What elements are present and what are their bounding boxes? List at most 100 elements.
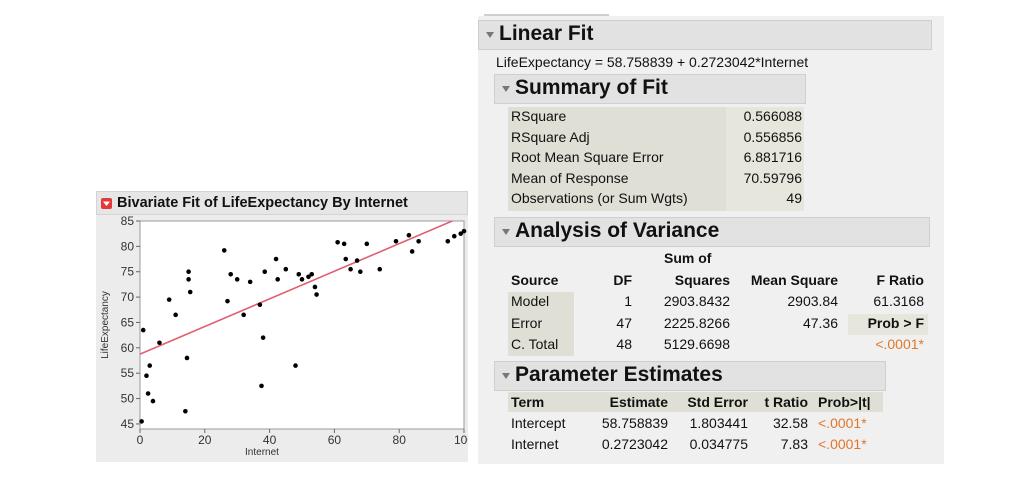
linear-fit-header[interactable]: Linear Fit [478, 20, 932, 50]
red-triangle-menu-icon[interactable] [101, 198, 112, 209]
data-point [335, 240, 340, 245]
y-tick-label: 85 [121, 215, 135, 228]
y-axis-label: LifeExpectancy [100, 291, 111, 359]
anova-cell-df: 47 [616, 314, 632, 331]
anova-cell-source: Error [511, 314, 543, 331]
data-point [312, 284, 318, 290]
data-point [354, 258, 360, 263]
data-point [299, 277, 305, 282]
anova-cell-ss: 2225.8266 [663, 314, 730, 331]
param-cell-estimate: 58.758839 [601, 415, 668, 431]
summary-label: Observations (or Sum Wgts) [511, 190, 688, 206]
disclosure-triangle-icon[interactable] [502, 86, 510, 92]
summary-value: 6.881716 [743, 149, 802, 165]
summary-of-fit-title: Summary of Fit [515, 76, 668, 99]
anova-cell-f: Prob > F [867, 314, 924, 331]
data-point [228, 271, 234, 277]
data-point [157, 340, 162, 346]
param-col-header: t Ratio [764, 394, 808, 410]
data-point [184, 355, 190, 361]
fit-line [140, 221, 455, 355]
summary-label: Root Mean Square Error [511, 149, 664, 165]
data-point [458, 231, 464, 236]
anova-source-column [508, 292, 574, 356]
data-point [341, 241, 347, 247]
summary-value: 49 [786, 190, 802, 206]
x-tick-label: 0 [137, 433, 144, 447]
data-point [262, 269, 268, 275]
data-point [186, 269, 191, 275]
data-point [377, 266, 383, 272]
anova-cell-df: 48 [616, 336, 632, 352]
y-tick-label: 70 [121, 290, 135, 304]
param-cell-term: Intercept [511, 415, 566, 431]
scatter-plot: 45 50 55 60 65 70 75 80 85 0 20 40 60 80 100 Internet Li… [100, 215, 468, 458]
anova-cell-ms: 47.36 [802, 314, 838, 331]
anova-cell-source: Model [511, 293, 550, 309]
summary-of-fit-header[interactable]: Summary of Fit [494, 74, 806, 104]
data-point [145, 391, 151, 396]
bivariate-fit-title: Bivariate Fit of LifeExpectancy By Inter… [117, 195, 408, 211]
data-point [445, 238, 451, 244]
data-point [166, 297, 172, 302]
y-tick-label: 75 [121, 265, 135, 279]
linear-fit-title: Linear Fit [499, 22, 594, 45]
data-point [314, 292, 319, 297]
anova-col-header: DF [613, 272, 632, 288]
param-cell-t_ratio: 32.58 [772, 415, 808, 431]
anova-cell-f: <.0001* [875, 336, 924, 352]
data-point [234, 277, 240, 282]
disclosure-triangle-icon[interactable] [486, 32, 494, 38]
disclosure-triangle-icon[interactable] [502, 373, 510, 379]
disclosure-triangle-icon[interactable] [502, 229, 510, 235]
params-header-row [508, 392, 883, 412]
summary-label-column [508, 107, 726, 211]
y-tick-label: 45 [121, 417, 135, 431]
summary-value: 0.556856 [743, 128, 802, 145]
data-point [221, 248, 227, 253]
bivariate-fit-panel: Bivariate Fit of LifeExpectancy By Inter… [96, 191, 468, 462]
parameter-estimates-title: Parameter Estimates [515, 363, 723, 386]
data-point [259, 383, 264, 389]
summary-label: Mean of Response [511, 169, 629, 186]
anova-col-header: Squares [674, 272, 730, 288]
report-top-tab-line [484, 14, 609, 16]
summary-value: 0.566088 [743, 108, 802, 124]
anova-col-header: Mean Square [750, 272, 838, 288]
param-col-header: Term [511, 394, 545, 410]
anova-cell-ss: 2903.8432 [663, 293, 730, 309]
param-cell-std_error: 1.803441 [689, 415, 748, 431]
data-point [296, 271, 302, 277]
data-point [343, 256, 349, 262]
x-tick-label: 20 [198, 433, 212, 447]
param-cell-std_error: 0.034775 [689, 436, 748, 452]
anova-header[interactable]: Analysis of Variance [494, 217, 930, 247]
summary-value: 70.59796 [743, 169, 802, 186]
anova-header-sum-of: Sum of [664, 250, 712, 266]
data-point [275, 277, 280, 282]
param-cell-term: Internet [511, 436, 559, 452]
anova-cell-ms: 2903.84 [787, 293, 838, 309]
anova-cell-source: C. Total [511, 336, 559, 352]
parameter-estimates-header[interactable]: Parameter Estimates [494, 361, 886, 391]
data-point [139, 419, 144, 424]
data-point [358, 269, 363, 275]
data-point [225, 298, 230, 304]
data-point [348, 266, 353, 272]
anova-col-header: Source [511, 272, 559, 288]
data-point [293, 363, 298, 368]
bivariate-fit-header[interactable]: Bivariate Fit of LifeExpectancy By Inter… [96, 191, 468, 215]
data-point [461, 228, 467, 234]
summary-value-column [726, 107, 804, 211]
param-col-header: Estimate [609, 394, 668, 410]
data-point [186, 277, 191, 282]
data-point [309, 271, 315, 277]
anova-cell-ss: 5129.6698 [663, 336, 730, 352]
y-tick-label: 55 [121, 366, 135, 380]
anova-title: Analysis of Variance [515, 219, 720, 242]
x-axis-label: Internet [245, 447, 279, 458]
data-point [257, 302, 263, 308]
y-tick-label: 60 [121, 341, 135, 355]
data-point [187, 289, 193, 295]
data-point [416, 238, 421, 244]
